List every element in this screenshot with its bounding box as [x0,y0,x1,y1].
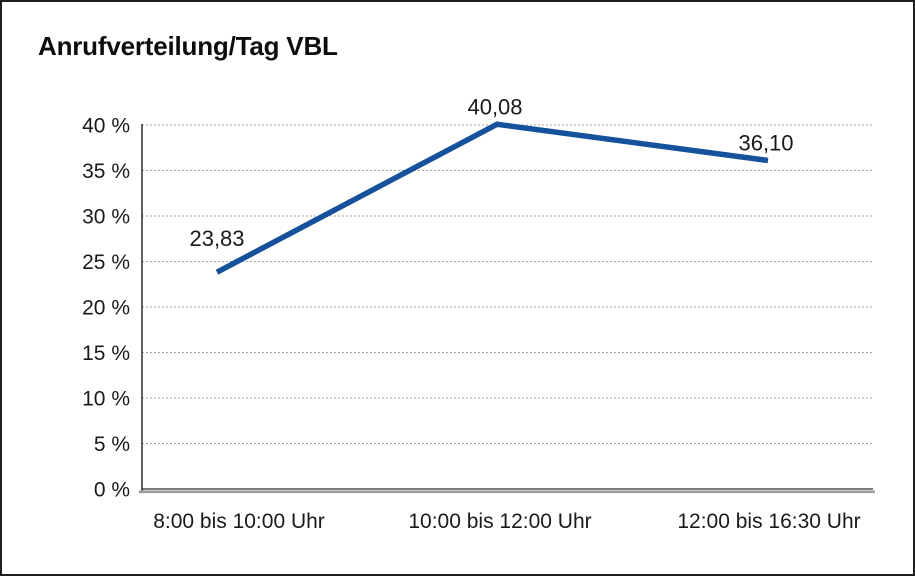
y-tick-label: 35 % [82,160,130,183]
data-point-label: 36,10 [738,130,793,155]
y-tick-label: 40 % [82,115,130,138]
x-category-label: 10:00 bis 12:00 Uhr [408,510,591,533]
data-series-line [215,121,769,275]
chart-title: Anrufverteilung/Tag VBL [38,31,338,61]
y-tick-label: 5 % [94,433,130,456]
data-point-label: 40,08 [467,94,522,119]
x-category-label: 8:00 bis 10:00 Uhr [153,510,325,533]
y-tick-label: 15 % [82,342,130,365]
y-tick-label: 10 % [82,388,130,411]
data-point-label: 23,83 [189,226,244,251]
x-category-label: 12:00 bis 16:30 Uhr [677,510,860,533]
y-tick-label: 25 % [82,251,130,274]
y-tick-label: 0 % [94,479,130,502]
y-tick-label: 30 % [82,206,130,229]
y-tick-label: 20 % [82,297,130,320]
